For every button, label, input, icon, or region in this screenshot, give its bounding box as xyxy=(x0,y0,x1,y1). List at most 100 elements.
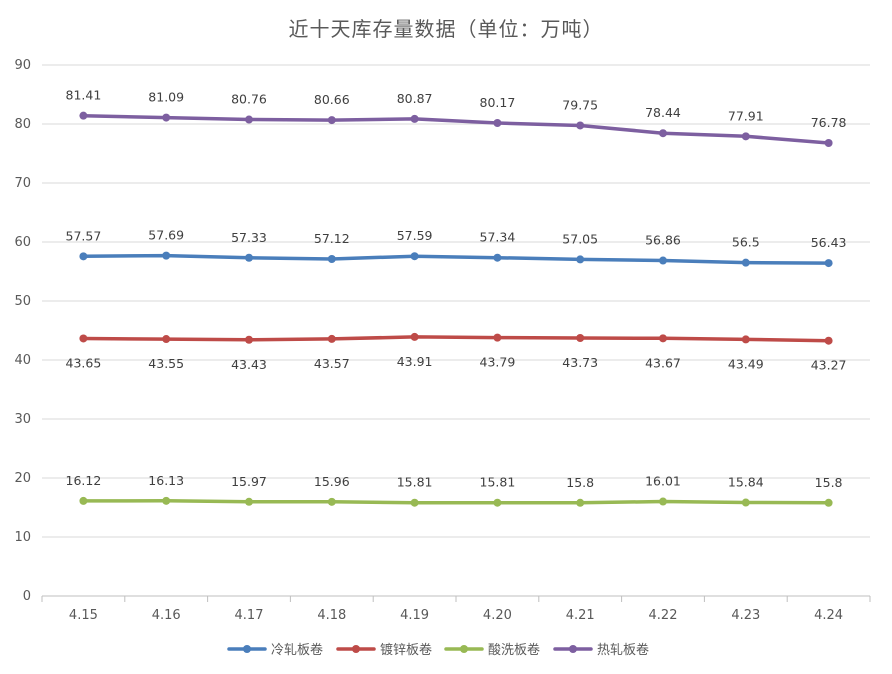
data-label: 80.87 xyxy=(397,91,433,106)
data-point xyxy=(410,252,419,261)
y-tick-label: 40 xyxy=(14,353,31,368)
series-lines xyxy=(79,111,833,507)
x-tick-label: 4.23 xyxy=(731,608,760,623)
y-tick-label: 50 xyxy=(14,294,31,309)
data-point xyxy=(162,113,171,122)
data-label: 43.57 xyxy=(314,356,350,371)
data-point xyxy=(741,498,750,507)
series-3 xyxy=(79,496,833,507)
y-tick-label: 0 xyxy=(23,589,31,604)
data-label: 15.8 xyxy=(566,475,594,490)
data-point xyxy=(824,498,833,507)
legend-marker-icon xyxy=(460,645,468,653)
data-label: 15.96 xyxy=(314,474,350,489)
series-line xyxy=(81,335,831,343)
series-2 xyxy=(79,332,833,345)
data-point xyxy=(741,132,750,141)
data-point xyxy=(659,334,667,343)
legend-item: 镀锌板卷 xyxy=(336,642,432,658)
data-point xyxy=(245,115,253,124)
data-point xyxy=(576,121,585,130)
x-tick-label: 4.20 xyxy=(483,608,512,623)
data-label: 43.73 xyxy=(562,355,598,370)
data-point xyxy=(824,336,833,345)
data-label: 57.05 xyxy=(562,231,598,246)
y-tick-label: 70 xyxy=(14,176,31,191)
data-point xyxy=(659,256,667,265)
data-labels: 57.57 57.69 57.33 57.12 57.59 57.34 57.05 56.86… xyxy=(66,88,847,490)
legend-item: 冷轧板卷 xyxy=(227,642,323,658)
data-point xyxy=(576,333,585,342)
data-point xyxy=(245,253,253,262)
legend-label: 酸洗板卷 xyxy=(488,642,540,658)
data-label: 16.01 xyxy=(645,474,681,489)
data-label: 43.27 xyxy=(811,358,847,373)
data-label: 80.66 xyxy=(314,92,350,107)
data-point xyxy=(79,496,88,505)
data-label: 79.75 xyxy=(562,97,598,112)
data-point xyxy=(576,255,585,264)
data-label: 80.17 xyxy=(480,95,516,110)
y-tick-label: 10 xyxy=(14,530,31,545)
data-label: 57.33 xyxy=(231,230,267,245)
data-label: 57.34 xyxy=(480,230,516,245)
data-label: 81.41 xyxy=(66,88,102,103)
data-label: 15.81 xyxy=(397,475,433,490)
data-point xyxy=(245,497,253,506)
data-label: 16.13 xyxy=(148,473,184,488)
data-point xyxy=(493,333,502,342)
data-label: 77.91 xyxy=(728,108,764,123)
data-label: 16.12 xyxy=(66,473,102,488)
data-point xyxy=(410,332,419,341)
data-point xyxy=(410,498,419,507)
data-point xyxy=(410,114,419,123)
series-4 xyxy=(79,111,833,147)
data-label: 57.59 xyxy=(397,228,433,243)
data-point xyxy=(79,111,88,120)
data-label: 15.8 xyxy=(815,475,843,490)
data-label: 43.49 xyxy=(728,356,764,371)
data-label: 43.65 xyxy=(66,355,102,370)
data-label: 43.91 xyxy=(397,354,433,369)
data-label: 80.76 xyxy=(231,92,267,107)
data-point xyxy=(824,138,833,147)
x-tick-label: 4.18 xyxy=(317,608,346,623)
x-tick-label: 4.19 xyxy=(400,608,429,623)
data-label: 43.67 xyxy=(645,355,681,370)
data-label: 76.78 xyxy=(811,115,847,130)
y-tick-label: 80 xyxy=(14,117,31,132)
data-label: 56.43 xyxy=(811,235,847,250)
legend-marker-icon xyxy=(243,645,251,653)
data-point xyxy=(327,334,336,343)
data-point xyxy=(824,259,833,268)
data-point xyxy=(162,496,171,505)
legend-marker-icon xyxy=(352,645,360,653)
data-point xyxy=(162,335,171,344)
data-point xyxy=(245,335,253,344)
data-label: 57.12 xyxy=(314,231,350,246)
y-tick-label: 60 xyxy=(14,235,31,250)
data-point xyxy=(741,258,750,267)
gridlines xyxy=(42,64,870,538)
y-tick-label: 90 xyxy=(14,58,31,73)
legend-item: 酸洗板卷 xyxy=(444,642,540,658)
x-tick-label: 4.15 xyxy=(69,608,98,623)
data-label: 15.84 xyxy=(728,475,764,490)
data-label: 56.5 xyxy=(732,235,760,250)
data-label: 56.86 xyxy=(645,233,681,248)
data-label: 43.43 xyxy=(231,357,267,372)
legend-item: 热轧板卷 xyxy=(553,642,649,658)
data-label: 81.09 xyxy=(148,90,184,105)
y-tick-label: 20 xyxy=(14,471,31,486)
chart-title: 近十天库存量数据（单位：万吨） xyxy=(289,17,604,41)
data-point xyxy=(327,497,336,506)
series-line xyxy=(81,113,831,145)
series-1 xyxy=(79,251,833,268)
legend-marker-icon xyxy=(569,645,577,653)
legend: 冷轧板卷 镀锌板卷 酸洗板卷 热轧板卷 xyxy=(227,642,649,658)
data-point xyxy=(659,497,667,506)
x-tick-label: 4.17 xyxy=(235,608,264,623)
x-tick-label: 4.24 xyxy=(814,608,843,623)
